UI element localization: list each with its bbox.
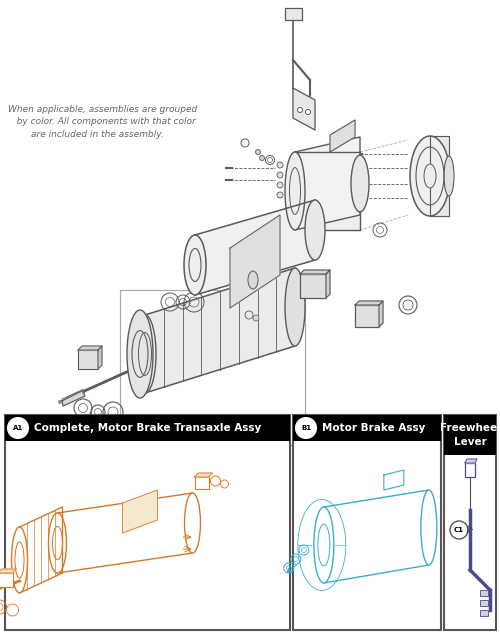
Circle shape [8,418,28,438]
Bar [293,415,441,441]
Text: A1: A1 [13,425,23,431]
Bar [480,610,488,616]
Ellipse shape [410,136,450,216]
Text: When applicable, assemblies are grouped
   by color. All components with that co: When applicable, assemblies are grouped … [8,105,197,139]
Ellipse shape [127,310,153,398]
Ellipse shape [424,164,436,188]
Ellipse shape [305,200,325,260]
Circle shape [181,426,187,432]
Polygon shape [98,346,102,369]
Circle shape [253,315,259,321]
Bar [444,415,496,455]
Polygon shape [20,507,62,593]
Circle shape [296,418,316,438]
Ellipse shape [285,268,305,346]
Bar [5,415,290,441]
Circle shape [298,108,302,113]
Bar [480,590,488,596]
Ellipse shape [351,155,369,212]
Ellipse shape [444,156,454,196]
Polygon shape [122,490,158,533]
Polygon shape [295,152,360,230]
Bar [480,600,488,606]
Text: Freewheel
Lever: Freewheel Lever [440,423,500,447]
Text: B1: B1 [301,425,311,431]
Bar [78,350,98,369]
Bar [0,573,12,587]
Polygon shape [195,200,315,295]
Text: Complete, Motor Brake Transaxle Assy: Complete, Motor Brake Transaxle Assy [34,423,261,433]
Polygon shape [355,301,383,305]
Polygon shape [293,88,315,130]
Polygon shape [295,137,360,230]
Bar [300,274,326,298]
Ellipse shape [134,315,156,393]
Circle shape [450,521,468,539]
Bar [444,415,496,630]
Polygon shape [230,215,280,308]
Polygon shape [300,270,330,274]
Circle shape [306,110,310,115]
Bar [194,477,208,489]
Polygon shape [379,301,383,327]
Polygon shape [465,459,477,463]
Circle shape [277,192,283,198]
Polygon shape [330,120,355,152]
Ellipse shape [248,271,258,289]
Bar [285,8,302,20]
Ellipse shape [184,493,200,553]
Polygon shape [326,270,330,298]
Ellipse shape [48,513,66,573]
Bar [465,463,475,477]
Ellipse shape [12,527,28,593]
Circle shape [260,156,264,161]
Bar [355,305,379,327]
Bar [293,415,441,630]
Polygon shape [145,268,295,393]
Circle shape [277,162,283,168]
Polygon shape [194,473,212,477]
Circle shape [277,172,283,178]
Circle shape [256,149,260,154]
Circle shape [277,182,283,188]
Text: C1: C1 [454,527,464,533]
Polygon shape [0,569,16,573]
Bar [120,290,305,445]
Polygon shape [58,493,192,573]
Text: Motor Brake Assy: Motor Brake Assy [322,423,426,433]
Ellipse shape [314,507,334,583]
Polygon shape [324,490,429,583]
Polygon shape [78,346,102,350]
Bar [120,290,305,445]
Polygon shape [62,391,85,406]
Polygon shape [430,136,449,216]
Bar [5,415,290,630]
Ellipse shape [184,235,206,295]
Polygon shape [384,470,404,490]
Circle shape [169,418,175,424]
Circle shape [174,430,180,436]
Ellipse shape [285,152,305,230]
Ellipse shape [421,490,437,565]
